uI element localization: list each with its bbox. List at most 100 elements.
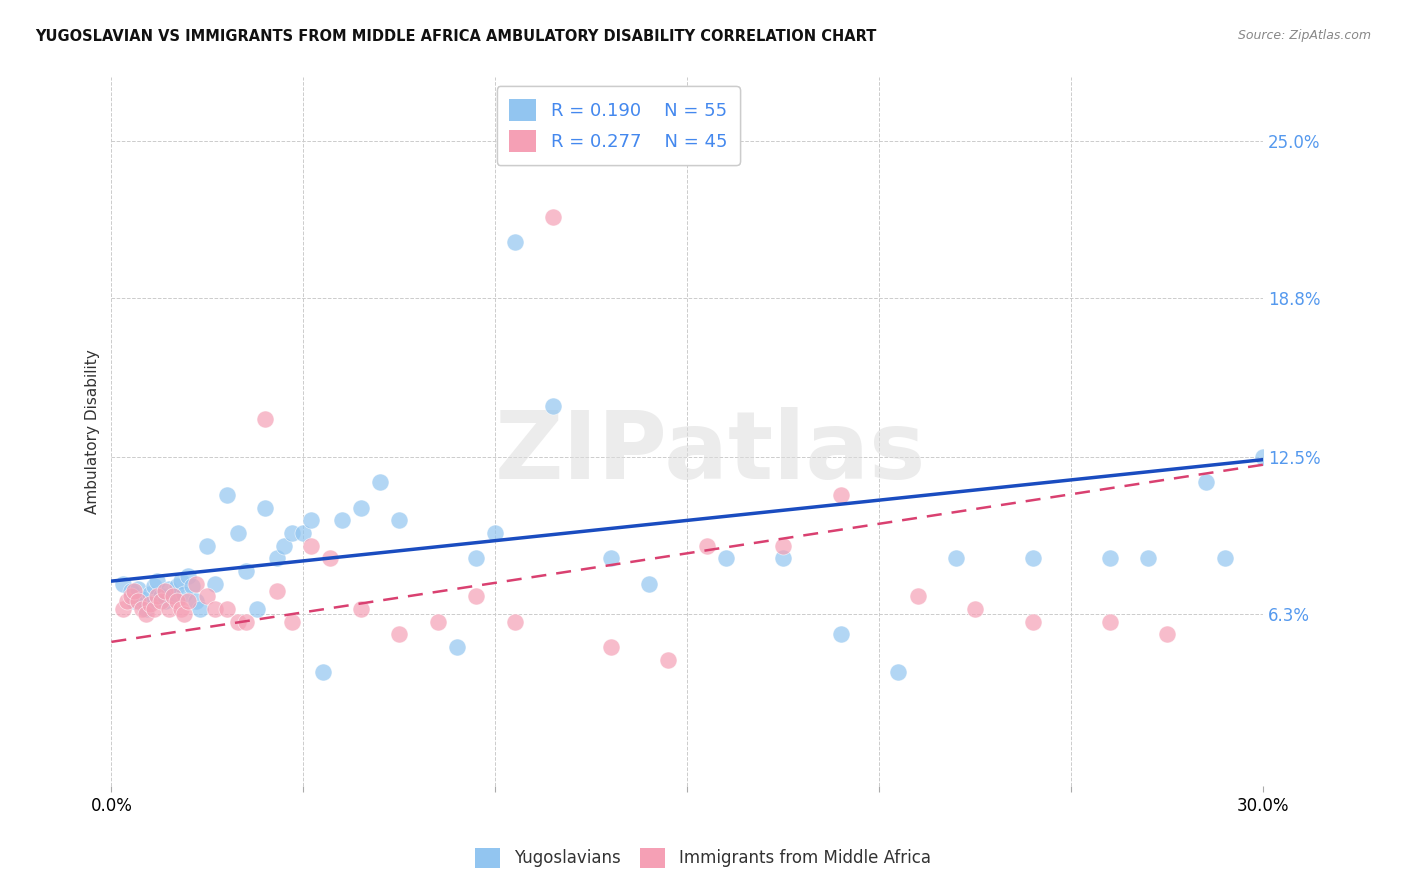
Point: [157, 602, 180, 616]
Point: [503, 615, 526, 629]
Point: [965, 602, 987, 616]
Point: [503, 235, 526, 249]
Point: [127, 594, 149, 608]
Point: [146, 574, 169, 588]
Point: [204, 576, 226, 591]
Point: [197, 539, 219, 553]
Point: [184, 576, 207, 591]
Point: [181, 579, 204, 593]
Point: [830, 627, 852, 641]
Point: [350, 500, 373, 515]
Point: [350, 602, 373, 616]
Point: [246, 602, 269, 616]
Point: [162, 590, 184, 604]
Point: [139, 597, 162, 611]
Point: [1098, 551, 1121, 566]
Point: [111, 602, 134, 616]
Point: [1022, 551, 1045, 566]
Point: [173, 587, 195, 601]
Point: [695, 539, 717, 553]
Text: Source: ZipAtlas.com: Source: ZipAtlas.com: [1237, 29, 1371, 43]
Point: [153, 584, 176, 599]
Point: [299, 513, 322, 527]
Point: [253, 412, 276, 426]
Point: [150, 590, 173, 604]
Point: [139, 587, 162, 601]
Point: [599, 551, 621, 566]
Legend: R = 0.190    N = 55, R = 0.277    N = 45: R = 0.190 N = 55, R = 0.277 N = 45: [496, 87, 740, 165]
Point: [1213, 551, 1236, 566]
Point: [169, 574, 191, 588]
Point: [173, 607, 195, 621]
Point: [197, 590, 219, 604]
Point: [150, 594, 173, 608]
Point: [253, 500, 276, 515]
Point: [215, 602, 238, 616]
Point: [120, 584, 142, 599]
Point: [184, 594, 207, 608]
Point: [142, 602, 165, 616]
Point: [887, 665, 910, 680]
Point: [131, 591, 153, 606]
Point: [945, 551, 967, 566]
Point: [830, 488, 852, 502]
Point: [368, 475, 391, 490]
Point: [177, 569, 200, 583]
Point: [215, 488, 238, 502]
Point: [388, 513, 411, 527]
Point: [772, 539, 794, 553]
Point: [153, 594, 176, 608]
Text: YUGOSLAVIAN VS IMMIGRANTS FROM MIDDLE AFRICA AMBULATORY DISABILITY CORRELATION C: YUGOSLAVIAN VS IMMIGRANTS FROM MIDDLE AF…: [35, 29, 876, 45]
Point: [235, 564, 257, 578]
Point: [599, 640, 621, 654]
Point: [135, 602, 157, 616]
Point: [273, 539, 295, 553]
Point: [465, 590, 488, 604]
Point: [135, 607, 157, 621]
Point: [157, 582, 180, 596]
Point: [465, 551, 488, 566]
Y-axis label: Ambulatory Disability: Ambulatory Disability: [86, 350, 100, 514]
Point: [638, 576, 661, 591]
Point: [772, 551, 794, 566]
Point: [266, 551, 288, 566]
Point: [142, 579, 165, 593]
Point: [111, 576, 134, 591]
Point: [162, 590, 184, 604]
Text: ZIPatlas: ZIPatlas: [495, 407, 927, 499]
Point: [1098, 615, 1121, 629]
Point: [235, 615, 257, 629]
Point: [226, 526, 249, 541]
Point: [166, 594, 188, 608]
Point: [311, 665, 333, 680]
Point: [169, 602, 191, 616]
Point: [299, 539, 322, 553]
Point: [131, 602, 153, 616]
Point: [426, 615, 449, 629]
Point: [657, 652, 679, 666]
Point: [166, 579, 188, 593]
Point: [127, 582, 149, 596]
Point: [146, 590, 169, 604]
Point: [907, 590, 929, 604]
Point: [319, 551, 342, 566]
Point: [388, 627, 411, 641]
Point: [281, 526, 304, 541]
Point: [446, 640, 468, 654]
Point: [541, 210, 564, 224]
Point: [177, 594, 200, 608]
Point: [115, 594, 138, 608]
Point: [541, 400, 564, 414]
Point: [1156, 627, 1178, 641]
Point: [330, 513, 353, 527]
Point: [204, 602, 226, 616]
Point: [1022, 615, 1045, 629]
Point: [124, 594, 146, 608]
Legend: Yugoslavians, Immigrants from Middle Africa: Yugoslavians, Immigrants from Middle Afr…: [468, 841, 938, 875]
Point: [226, 615, 249, 629]
Point: [1251, 450, 1274, 464]
Point: [714, 551, 737, 566]
Point: [124, 584, 146, 599]
Point: [292, 526, 315, 541]
Point: [188, 602, 211, 616]
